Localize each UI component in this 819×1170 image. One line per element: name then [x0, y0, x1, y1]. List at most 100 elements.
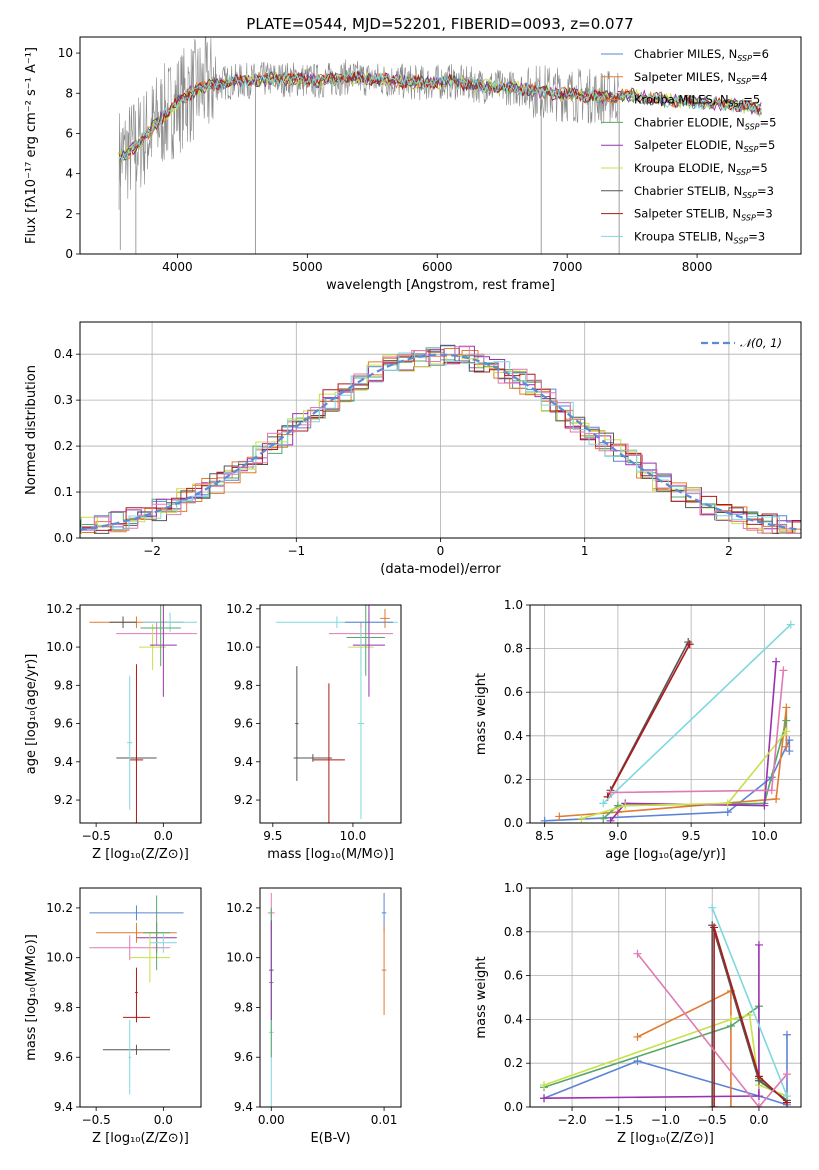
- legend-entry: Chabrier STELIB, NSSP=3: [634, 184, 774, 200]
- y-tick-label: 10: [58, 46, 73, 60]
- data-point: [577, 814, 586, 823]
- y-tick-label: 10.2: [226, 901, 253, 915]
- data-point: [708, 903, 717, 912]
- data-point: [782, 727, 791, 736]
- y-tick-label: 1.0: [504, 598, 523, 612]
- data-point: [710, 1103, 719, 1107]
- legend-subscript: SSP: [741, 214, 756, 223]
- data-point: [785, 747, 794, 756]
- data-point: [782, 1070, 791, 1079]
- data-point: [772, 657, 781, 666]
- legend-suffix: =3: [756, 207, 773, 221]
- plot-area: [267, 892, 387, 1107]
- y-tick-label: 9.8: [54, 678, 73, 692]
- x-axis-label: E(B-V): [310, 1131, 350, 1146]
- axes-frame: [259, 887, 402, 1108]
- panel-age_vs_Z: −0.5 0.0 9.2 9.4 9.6 9.8 10.0 10.2 Z [log₁₀(Z/Z⊙…: [24, 602, 202, 862]
- y-tick-label: 9.6: [234, 1050, 253, 1064]
- legend-label: Kroupa STELIB, N: [634, 229, 734, 243]
- y-tick-label: 9.6: [54, 1050, 73, 1064]
- axes-frame: [79, 887, 202, 1108]
- plot-area: [89, 605, 197, 823]
- y-tick-label: 10.2: [46, 602, 73, 616]
- y-tick-label: 2: [65, 207, 73, 221]
- data-point: [754, 1072, 763, 1081]
- data-point: [745, 1011, 754, 1020]
- x-tick-label: 0.0: [154, 829, 173, 843]
- spectrum-plot-area: [118, 37, 762, 254]
- series-line-pink: [636, 953, 788, 1107]
- data-point: [760, 801, 769, 810]
- panel-massweight_vs_age: 8.5 9.0 9.5 10.0 0.0 0.2 0.4 0.6 0.8 1.0 age [log₁…: [474, 598, 802, 862]
- data-point: [599, 814, 608, 823]
- y-tick-label: 0.0: [54, 531, 73, 545]
- data-point: [782, 1092, 791, 1101]
- x-tick-label: 7000: [552, 260, 583, 274]
- panel-massweight_vs_Z: −2.0 −1.5 −1.0 −0.5 0.0 0.0 0.2 0.4 0.6 0.8 1.0 Z […: [474, 881, 802, 1146]
- y-axis-label: mass weight: [474, 956, 489, 1038]
- legend-entry: Chabrier ELODIE, NSSP=5: [634, 115, 776, 131]
- data-point: [606, 816, 615, 823]
- y-tick-label: 0.4: [504, 1012, 523, 1026]
- x-tick-label: 0: [437, 544, 445, 558]
- y-tick-label: 10.2: [226, 602, 253, 616]
- y-tick-label: 0.8: [504, 642, 523, 656]
- data-point: [726, 1015, 735, 1024]
- y-tick-label: 10.0: [46, 640, 73, 654]
- panel-age_vs_mass: 9.5 10.0 9.2 9.4 9.6 9.8 10.0 10.2 mass [log₁₀(M…: [226, 602, 402, 862]
- legend-suffix: =5: [760, 115, 777, 129]
- axes-frame: [79, 604, 202, 824]
- plot-area: [540, 620, 795, 823]
- legend-label: Kroupa MILES, N: [634, 93, 729, 107]
- data-point: [754, 1103, 763, 1107]
- data-point: [786, 620, 795, 629]
- y-tick-label: 9.8: [54, 1000, 73, 1014]
- data-point: [685, 640, 694, 649]
- y-tick-label: 9.4: [54, 755, 73, 769]
- legend-label: Chabrier MILES, N: [634, 47, 737, 61]
- y-tick-label: 8: [65, 86, 73, 100]
- legend-suffix: =3: [748, 229, 765, 243]
- x-tick-label: 9.0: [608, 829, 627, 843]
- x-tick-label: 0.0: [749, 1113, 768, 1127]
- axes-frame: [529, 604, 802, 824]
- legend-entry: Kroupa STELIB, NSSP=3: [634, 229, 765, 245]
- y-tick-label: 9.6: [54, 717, 73, 731]
- x-tick-label: 10.0: [751, 829, 778, 843]
- y-tick-label: 0.1: [54, 485, 73, 499]
- legend-suffix: =5: [751, 161, 768, 175]
- residual-histogram-salpeter-miles: [80, 348, 801, 534]
- x-axis-label: mass [log₁₀(M/M⊙)]: [267, 847, 394, 862]
- x-tick-label: −2.0: [557, 1113, 586, 1127]
- legend-subscript: SSP: [734, 236, 749, 245]
- x-tick-label: −1.0: [651, 1113, 680, 1127]
- residual-histogram-salpeter-stelib: [80, 355, 801, 534]
- data-point: [772, 795, 781, 804]
- figure-title: PLATE=0544, MJD=52201, FIBERID=0093, z=0…: [246, 15, 633, 33]
- axes-frame: [79, 321, 802, 539]
- data-point: [723, 808, 732, 817]
- x-axis-label: (data-model)/error: [380, 562, 501, 577]
- x-tick-label: −1.5: [604, 1113, 633, 1127]
- data-point: [782, 703, 791, 712]
- model-spectrum-kroupa-stelib: [118, 70, 762, 163]
- plot-area: [540, 903, 791, 1107]
- x-tick-label: 0.01: [371, 1113, 398, 1127]
- y-tick-label: 9.8: [234, 1000, 253, 1014]
- data-point: [621, 801, 630, 810]
- legend-subscript: SSP: [742, 191, 757, 200]
- y-tick-label: 9.8: [234, 678, 253, 692]
- data-point: [782, 742, 791, 751]
- x-tick-label: −0.5: [698, 1113, 727, 1127]
- y-tick-label: 0.3: [54, 393, 73, 407]
- legend-label-normal: 𝒩(0, 1): [740, 336, 782, 350]
- legend-subscript: SSP: [744, 145, 759, 154]
- y-tick-label: 0.2: [504, 772, 523, 786]
- y-tick-label: 9.4: [54, 1100, 73, 1114]
- series-line-kroupa-stelib: [711, 907, 788, 1097]
- y-tick-label: 9.4: [234, 1100, 253, 1114]
- x-tick-label: −1: [287, 544, 305, 558]
- y-tick-label: 0: [65, 247, 73, 261]
- legend-suffix: =5: [758, 138, 775, 152]
